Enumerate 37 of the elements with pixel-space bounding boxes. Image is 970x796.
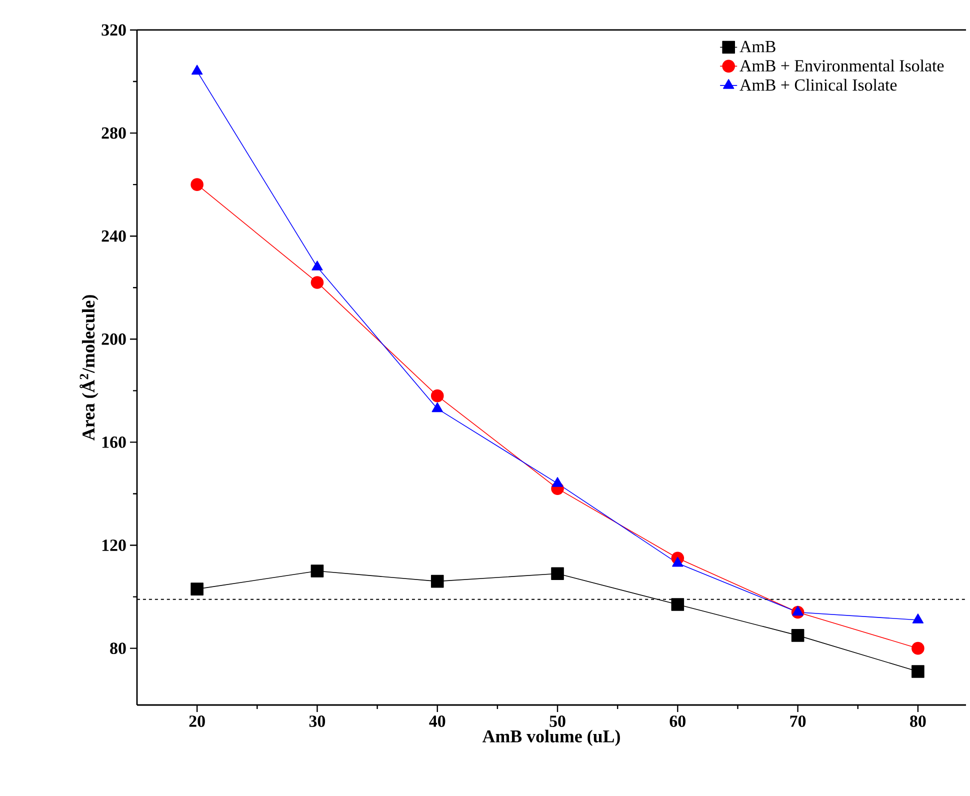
x-tick-label: 50 xyxy=(550,716,566,727)
y-tick-label: 200 xyxy=(102,333,126,345)
x-tick-label: 20 xyxy=(189,716,205,727)
x-tick-label: 40 xyxy=(429,716,446,727)
y-tick-label: 120 xyxy=(102,540,126,551)
point xyxy=(912,665,924,678)
point xyxy=(672,556,684,567)
x-tick-label: 80 xyxy=(910,716,926,727)
point xyxy=(191,64,203,75)
point xyxy=(791,629,804,642)
y-tick-label: 80 xyxy=(110,642,126,654)
y-tick-label: 280 xyxy=(102,127,126,139)
point xyxy=(310,564,324,578)
point xyxy=(671,598,684,611)
point xyxy=(552,477,564,487)
point xyxy=(551,567,564,580)
y-tick-label: 240 xyxy=(102,230,126,242)
x-tick-label: 70 xyxy=(790,716,806,727)
x-axis-title: AmB volume (uL) xyxy=(482,730,620,746)
legend-label: AmB + Environmental Isolate xyxy=(740,60,944,72)
y-tick-label: 320 xyxy=(102,24,126,36)
y-tick-label: 160 xyxy=(102,436,126,448)
legend-label: AmB + Clinical Isolate xyxy=(740,78,897,91)
x-tick-label: 30 xyxy=(309,716,326,727)
point xyxy=(430,574,444,588)
point xyxy=(312,260,323,270)
point xyxy=(190,582,204,596)
point xyxy=(912,614,924,624)
point xyxy=(912,642,924,655)
point xyxy=(432,402,443,412)
point xyxy=(430,389,444,402)
point xyxy=(190,178,204,191)
legend-label: AmB xyxy=(740,40,776,52)
point xyxy=(310,276,324,289)
y-axis-title: Area (Å$^{2}$/molecule) xyxy=(80,295,98,441)
x-tick-label: 60 xyxy=(670,716,686,727)
point xyxy=(792,606,804,616)
